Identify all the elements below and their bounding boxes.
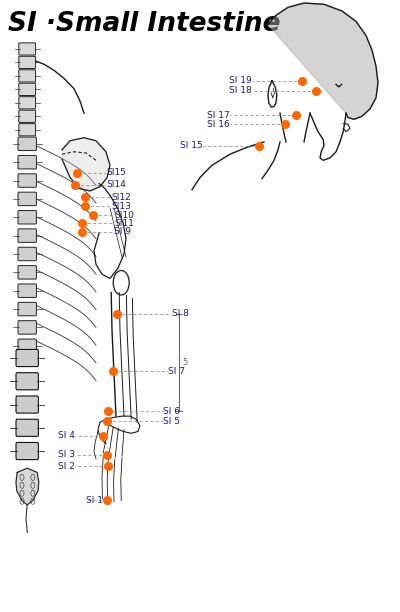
FancyBboxPatch shape — [18, 284, 36, 297]
Text: SI 6: SI 6 — [163, 407, 180, 416]
Polygon shape — [268, 3, 378, 119]
Text: SI11: SI11 — [114, 219, 134, 228]
Text: 5: 5 — [183, 358, 188, 367]
FancyBboxPatch shape — [18, 266, 36, 279]
FancyBboxPatch shape — [19, 43, 36, 55]
Text: SI 16: SI 16 — [207, 120, 230, 129]
Text: SI 5: SI 5 — [163, 417, 180, 425]
FancyBboxPatch shape — [18, 339, 36, 353]
FancyBboxPatch shape — [18, 174, 36, 187]
Text: SI 2: SI 2 — [58, 462, 75, 471]
FancyBboxPatch shape — [18, 192, 36, 206]
Text: SI 15: SI 15 — [180, 141, 203, 150]
FancyBboxPatch shape — [18, 211, 36, 224]
FancyBboxPatch shape — [19, 110, 36, 122]
Text: SI13: SI13 — [111, 202, 131, 211]
Polygon shape — [62, 138, 110, 191]
FancyBboxPatch shape — [18, 302, 36, 316]
Text: SI 9: SI 9 — [114, 228, 131, 236]
FancyBboxPatch shape — [16, 419, 38, 436]
FancyBboxPatch shape — [16, 396, 38, 413]
Text: SI ·Small Intestine: SI ·Small Intestine — [8, 11, 280, 37]
FancyBboxPatch shape — [18, 137, 36, 151]
FancyBboxPatch shape — [18, 321, 36, 334]
FancyBboxPatch shape — [19, 83, 36, 95]
FancyBboxPatch shape — [19, 97, 36, 109]
Text: SI15: SI15 — [106, 168, 126, 177]
Text: SI10: SI10 — [114, 211, 134, 220]
Text: SI 7: SI 7 — [168, 367, 185, 376]
FancyBboxPatch shape — [19, 70, 36, 82]
Polygon shape — [16, 468, 39, 505]
Text: SI 1: SI 1 — [86, 496, 103, 504]
FancyBboxPatch shape — [16, 373, 38, 390]
Text: SI 4: SI 4 — [58, 431, 75, 440]
FancyBboxPatch shape — [18, 247, 36, 261]
Text: SI 8: SI 8 — [172, 310, 189, 318]
Text: SI 19: SI 19 — [229, 76, 252, 85]
Text: SI14: SI14 — [106, 181, 126, 189]
FancyBboxPatch shape — [19, 56, 36, 69]
Text: SI 3: SI 3 — [58, 450, 75, 459]
FancyBboxPatch shape — [16, 442, 38, 460]
Text: SI12: SI12 — [111, 193, 131, 201]
FancyBboxPatch shape — [18, 229, 36, 242]
FancyBboxPatch shape — [18, 155, 36, 169]
FancyBboxPatch shape — [16, 349, 38, 367]
FancyBboxPatch shape — [19, 124, 36, 136]
Text: SI 17: SI 17 — [207, 111, 230, 119]
Text: SI 18: SI 18 — [229, 86, 252, 95]
